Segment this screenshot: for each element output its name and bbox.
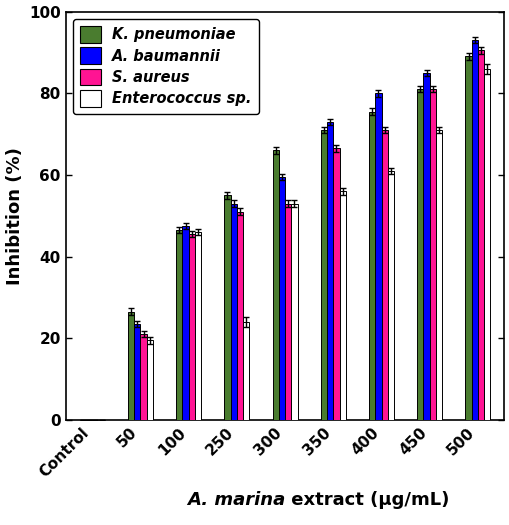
Bar xyxy=(182,226,188,420)
Y-axis label: Inhibition (%): Inhibition (%) xyxy=(6,147,23,285)
Bar xyxy=(285,204,291,420)
Bar xyxy=(278,177,285,420)
Bar xyxy=(429,89,435,420)
Bar xyxy=(333,149,339,420)
Legend: K. pneumoniae, A. baumannii, S. aureus, Enterococcus sp.: K. pneumoniae, A. baumannii, S. aureus, … xyxy=(73,19,259,114)
Bar xyxy=(326,122,333,420)
Bar xyxy=(339,191,345,420)
Bar xyxy=(368,112,375,420)
Bar xyxy=(483,69,490,420)
Bar xyxy=(477,50,483,420)
Bar xyxy=(375,93,381,420)
Bar xyxy=(147,340,153,420)
Bar xyxy=(176,230,182,420)
Bar xyxy=(471,40,477,420)
Bar xyxy=(435,130,441,420)
Bar xyxy=(243,322,249,420)
Bar xyxy=(387,171,393,420)
Bar xyxy=(320,130,326,420)
Bar xyxy=(128,312,134,420)
Text: A. marina: A. marina xyxy=(186,491,285,509)
Bar xyxy=(188,234,194,420)
Bar xyxy=(140,334,147,420)
Bar xyxy=(134,324,140,420)
Bar xyxy=(381,130,387,420)
Bar xyxy=(465,57,471,420)
Bar xyxy=(194,232,201,420)
Text: extract (μg/mL): extract (μg/mL) xyxy=(285,491,448,509)
Bar xyxy=(416,89,422,420)
Bar xyxy=(236,212,243,420)
Bar xyxy=(272,151,278,420)
Bar xyxy=(224,195,230,420)
Bar xyxy=(422,73,429,420)
Bar xyxy=(291,204,297,420)
Bar xyxy=(230,204,236,420)
